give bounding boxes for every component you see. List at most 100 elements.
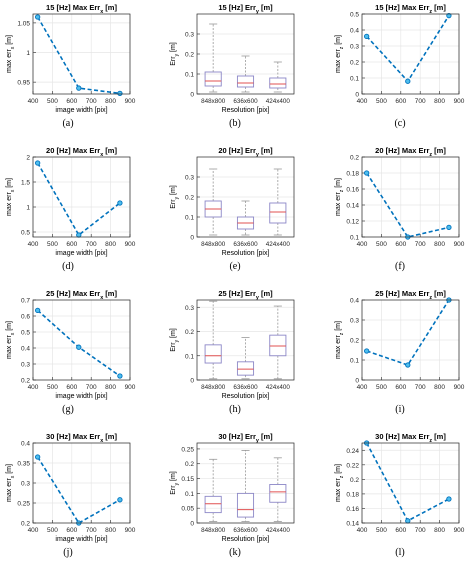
y-axis-label: max errx [m] xyxy=(6,35,16,73)
y-tick-label: 0.1 xyxy=(185,72,194,79)
category-label: 424x400 xyxy=(266,527,291,534)
y-tick-label: 0.3 xyxy=(21,362,30,369)
category-label: 424x400 xyxy=(266,98,291,105)
y-tick-label: 0.2 xyxy=(185,195,194,202)
plot-frame xyxy=(196,442,295,524)
x-tick-label: 400 xyxy=(357,384,368,391)
chart-title: 30 [Hz] Max Errz [m] xyxy=(375,432,446,444)
box xyxy=(269,484,287,503)
x-tick-label: 400 xyxy=(28,241,39,248)
y-tick-label: 0.4 xyxy=(350,298,359,305)
x-tick-label: 900 xyxy=(125,241,136,248)
y-tick-label: 0.1 xyxy=(185,491,194,498)
chart-title: 30 [Hz] Erry [m] xyxy=(218,432,273,444)
data-point xyxy=(76,232,82,238)
box xyxy=(236,361,255,376)
category-label: 636x600 xyxy=(233,241,258,248)
x-tick-label: 800 xyxy=(105,241,116,248)
data-point xyxy=(117,497,123,503)
data-point xyxy=(405,518,411,524)
x-tick-label: 500 xyxy=(376,241,387,248)
box xyxy=(204,344,222,364)
chart-panel-4: 20 [Hz] Erry [m] Erry [m] 0 0.1 0.2 0.3 848x80… xyxy=(170,146,295,257)
y-tick-label: 0.24 xyxy=(346,448,359,455)
plot-frame xyxy=(361,156,460,238)
y-tick-label: 0 xyxy=(190,521,194,528)
chart-title: 25 [Hz] Max Errz [m] xyxy=(375,289,446,301)
y-tick-label: 1 xyxy=(26,205,30,212)
data-line xyxy=(37,309,121,377)
y-tick-label: 0.4 xyxy=(21,441,30,448)
box xyxy=(269,202,287,224)
y-tick-label: 0.7 xyxy=(21,298,30,305)
caption-h: (h) xyxy=(229,404,241,415)
y-tick-label: 0.25 xyxy=(181,446,194,453)
data-point xyxy=(35,14,41,20)
x-tick-label: 900 xyxy=(454,527,465,534)
caption-d: (d) xyxy=(62,261,74,272)
category-label: 848x800 xyxy=(201,527,226,534)
y-tick-label: 0.2 xyxy=(21,378,30,385)
chart-panel-11: 30 [Hz] Max Errz [m] max errz [m] 0.14 0.16… xyxy=(335,432,465,534)
data-line xyxy=(366,299,450,366)
x-axis-label: image width [pix] xyxy=(55,107,107,114)
y-tick-label: 0.6 xyxy=(21,314,30,321)
data-point xyxy=(446,224,452,231)
box xyxy=(236,492,255,518)
y-tick-label: 0.3 xyxy=(350,44,359,51)
plot-frame xyxy=(196,156,295,238)
x-tick-label: 400 xyxy=(28,98,39,105)
chart-title: 20 [Hz] Max Errz [m] xyxy=(375,146,446,158)
y-axis-label: max errz [m] xyxy=(335,178,345,216)
data-line xyxy=(366,172,450,238)
y-tick-label: 0.3 xyxy=(185,175,194,182)
x-tick-label: 800 xyxy=(434,98,445,105)
y-tick-label: 1 xyxy=(26,50,30,57)
x-axis-label: Resolution [pix] xyxy=(222,250,270,257)
x-tick-label: 600 xyxy=(66,241,77,248)
data-point xyxy=(76,85,82,91)
x-tick-label: 600 xyxy=(395,241,406,248)
x-tick-label: 900 xyxy=(125,527,136,534)
y-tick-label: 0.25 xyxy=(17,501,30,508)
caption-l: (l) xyxy=(395,547,405,558)
plot-frame xyxy=(361,299,460,381)
category-label: 848x800 xyxy=(201,241,226,248)
y-tick-label: 0.2 xyxy=(350,155,359,162)
y-tick-label: 0.1 xyxy=(350,76,359,83)
y-tick-label: 0.2 xyxy=(185,52,194,59)
data-point xyxy=(446,12,452,19)
caption-j: (j) xyxy=(63,547,73,558)
x-tick-label: 500 xyxy=(47,527,58,534)
chart-title: 15 [Hz] Max Errz [m] xyxy=(375,3,446,15)
x-tick-label: 900 xyxy=(125,98,136,105)
chart-panel-3: 20 [Hz] Max Errx [m] max errx [m] 0.5 1 1.5 2… xyxy=(6,146,136,257)
y-tick-label: 0.18 xyxy=(346,491,359,498)
plot-frame xyxy=(361,13,460,95)
y-tick-label: 0.2 xyxy=(350,338,359,345)
y-tick-label: 0.5 xyxy=(21,230,30,237)
y-tick-label: 0.3 xyxy=(21,481,30,488)
chart-panel-10: 30 [Hz] Erry [m] Erry [m] 0 0.05 0.1 0.15 0.2 0… xyxy=(170,432,295,543)
data-line xyxy=(37,162,121,237)
chart-panel-5: 20 [Hz] Max Errz [m] max errz [m] 0.1 0.12 0… xyxy=(335,146,465,248)
x-tick-label: 600 xyxy=(66,98,77,105)
category-label: 848x800 xyxy=(201,98,226,105)
y-axis-label: Erry [m] xyxy=(170,42,180,66)
plot-frame xyxy=(361,442,460,524)
box xyxy=(204,495,222,514)
data-point xyxy=(364,33,370,40)
x-tick-label: 700 xyxy=(86,527,97,534)
y-tick-label: 0.3 xyxy=(185,305,194,312)
x-tick-label: 800 xyxy=(434,527,445,534)
caption-a: (a) xyxy=(62,118,74,129)
x-tick-label: 800 xyxy=(105,384,116,391)
y-tick-label: 0.22 xyxy=(346,462,359,469)
x-tick-label: 500 xyxy=(47,98,58,105)
chart-panel-2: 15 [Hz] Max Errz [m] max errz [m] 0 0.1 0.2 0… xyxy=(335,3,465,105)
y-tick-label: 0.95 xyxy=(17,80,30,87)
y-axis-label: max errz [m] xyxy=(335,35,345,73)
data-line xyxy=(366,15,450,83)
y-tick-label: 0.5 xyxy=(350,12,359,19)
y-axis-label: Erry [m] xyxy=(170,471,180,495)
